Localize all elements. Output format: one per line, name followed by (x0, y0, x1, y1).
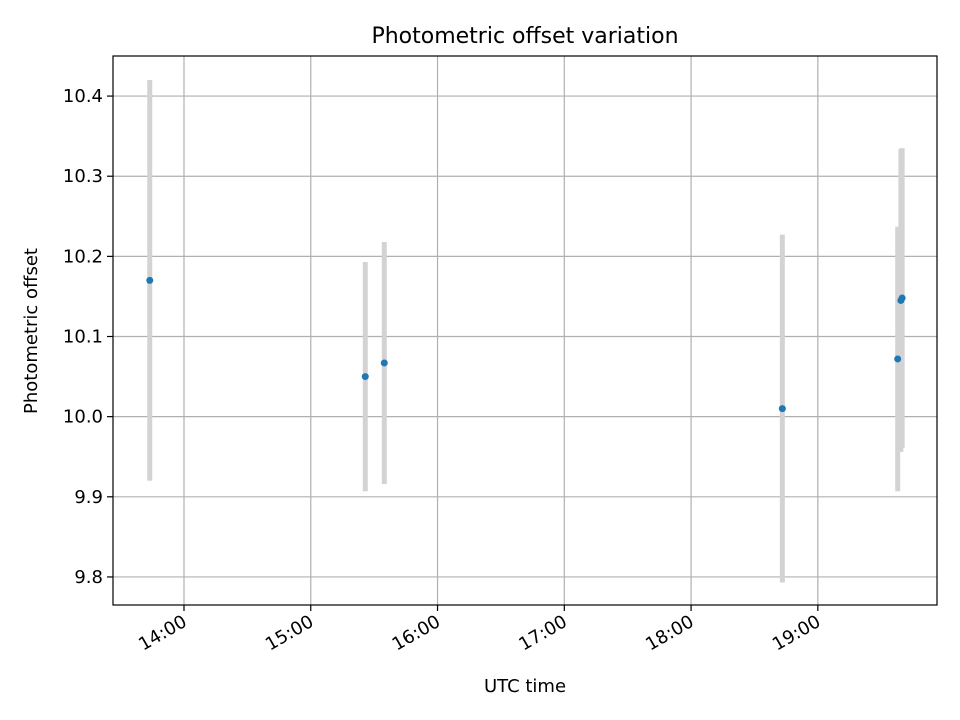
data-point (361, 373, 369, 381)
data-point (380, 359, 388, 367)
data-point (898, 294, 906, 302)
data-points (146, 276, 906, 413)
chart-title: Photometric offset variation (371, 24, 678, 49)
y-tick-label: 9.8 (74, 567, 103, 588)
plot-area (113, 56, 937, 605)
y-axis-label: Photometric offset (21, 248, 42, 414)
y-tick-label: 10.2 (63, 246, 103, 267)
grid (113, 56, 937, 605)
y-tick-label: 10.3 (63, 166, 103, 187)
data-point (894, 355, 902, 363)
x-axis-label: UTC time (484, 676, 566, 697)
y-axis-ticks: 9.8 9.9 10.0 10.1 10.2 10.3 10.4 (63, 86, 113, 588)
data-point (778, 405, 786, 413)
plot-frame (112, 55, 938, 606)
y-tick-label: 10.4 (63, 86, 103, 107)
y-tick-label: 9.9 (74, 487, 103, 508)
data-point (146, 276, 154, 284)
y-tick-label: 10.1 (63, 327, 103, 348)
y-tick-label: 10.0 (63, 407, 103, 428)
